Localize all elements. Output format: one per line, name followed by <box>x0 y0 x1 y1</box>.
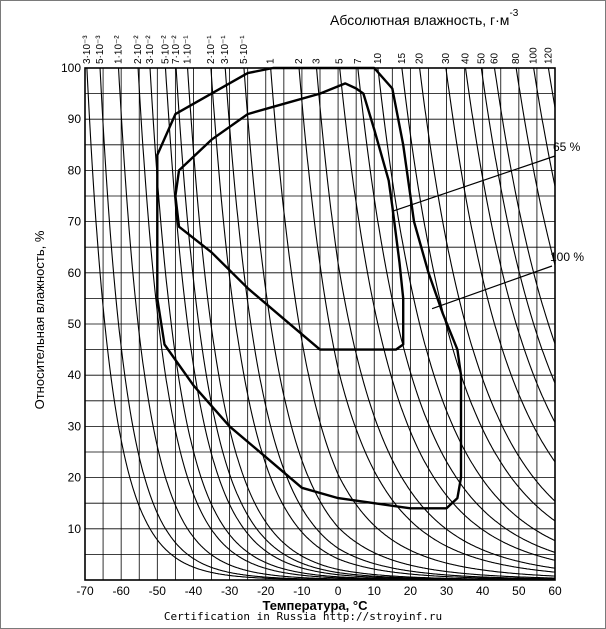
absolute-humidity-line <box>187 68 555 580</box>
absolute-humidity-line <box>419 68 555 502</box>
x-tick-label: 30 <box>440 584 454 598</box>
y-tick-label: 30 <box>68 419 82 433</box>
absolute-humidity-tick-label: 30 <box>441 52 452 64</box>
y-tick-label: 10 <box>68 522 82 536</box>
absolute-humidity-line <box>224 68 555 580</box>
absolute-humidity-line <box>210 68 555 580</box>
x-tick-label: -30 <box>221 584 239 598</box>
x-tick-label: -50 <box>149 584 167 598</box>
absolute-humidity-line <box>357 68 555 553</box>
annotations: 65 % 100 % <box>392 140 584 310</box>
absolute-humidity-line <box>298 68 555 573</box>
absolute-humidity-tick-label: 2·10⁻¹ <box>206 35 217 64</box>
absolute-humidity-tick-label: 5·10⁻² <box>161 35 172 64</box>
annotation-leader-line <box>431 265 553 310</box>
tick-labels: -70 -60 -50 -40 -30 -20 -10 0 10 20 30 40 50 60 10 20 30… <box>61 61 562 598</box>
absolute-humidity-tick-label: 15 <box>397 52 408 64</box>
absolute-humidity-tick-label: 5·10⁻³ <box>95 35 106 64</box>
absolute-humidity-line <box>315 68 555 569</box>
absolute-humidity-tick-label: 120 <box>543 47 554 64</box>
y-tick-label: 70 <box>68 215 82 229</box>
absolute-humidity-tick-label: 7·10⁻² <box>171 35 182 64</box>
annotation-leader-line <box>392 155 556 212</box>
absolute-humidity-tick-label: 1·10⁻¹ <box>183 35 194 64</box>
x-tick-label: 10 <box>368 584 382 598</box>
absolute-humidity-tick-label: 10 <box>373 52 384 64</box>
absolute-humidity-tick-label: 80 <box>511 52 522 64</box>
x-tick-label: 20 <box>404 584 418 598</box>
absolute-humidity-tick-label: 1 <box>266 58 277 64</box>
absolute-humidity-tick-label: 3 <box>312 58 323 64</box>
absolute-humidity-tick-label: 40 <box>461 52 472 64</box>
annotation-label: 100 % <box>550 250 584 264</box>
x-tick-label: 0 <box>335 584 342 598</box>
absolute-humidity-tick-label: 2 <box>294 58 305 64</box>
absolute-humidity-line <box>270 68 555 577</box>
absolute-humidity-tick-label: 5·10⁻¹ <box>239 35 250 64</box>
absolute-humidity-line <box>401 68 555 522</box>
y-tick-label: 60 <box>68 266 82 280</box>
x-tick-label: 50 <box>512 584 526 598</box>
absolute-humidity-line <box>445 68 555 463</box>
x-tick-label: -60 <box>112 584 130 598</box>
absolute-humidity-tick-label: 50 <box>476 52 487 64</box>
absolute-humidity-line <box>480 68 555 384</box>
source-credit: Certification in Russia http://stroyinf.… <box>163 610 443 623</box>
absolute-humidity-line <box>547 68 555 108</box>
x-tick-label: -70 <box>76 584 94 598</box>
absolute-humidity-line <box>515 68 555 266</box>
absolute-humidity-line <box>533 68 555 187</box>
y-tick-label: 50 <box>68 317 82 331</box>
y-tick-label: 90 <box>68 112 82 126</box>
absolute-humidity-line <box>164 68 555 580</box>
series-envelope-100 <box>156 66 463 510</box>
top-axis-label: Абсолютная влажность, г·м-3 <box>330 8 519 28</box>
grid <box>84 67 556 581</box>
absolute-humidity-tick-label: 7 <box>353 58 364 64</box>
y-tick-label: 100 <box>61 61 81 75</box>
absolute-humidity-tick-label: 1·10⁻² <box>114 35 125 64</box>
absolute-humidity-tick-label: 20 <box>415 52 426 64</box>
top-axis-tick-labels: 3·10⁻³ 5·10⁻³ 1·10⁻² 2·10⁻² 3·10⁻² 5·10⁻² 7·10… <box>82 35 554 64</box>
absolute-humidity-line <box>339 68 555 561</box>
absolute-humidity-tick-label: 3·10⁻² <box>145 35 156 64</box>
x-tick-label: 40 <box>476 584 490 598</box>
absolute-humidity-tick-label: 60 <box>490 52 501 64</box>
absolute-humidity-line <box>464 68 555 423</box>
top-axis-label-superscript: -3 <box>509 8 518 19</box>
absolute-humidity-line <box>243 68 555 579</box>
absolute-humidity-tick-label: 5 <box>335 58 346 64</box>
absolute-humidity-line <box>377 68 555 542</box>
y-tick-label: 20 <box>68 471 82 485</box>
absolute-humidity-line <box>493 68 555 344</box>
y-tick-label: 40 <box>68 368 82 382</box>
absolute-humidity-tick-label: 3·10⁻¹ <box>220 35 231 64</box>
x-tick-label: -20 <box>257 584 275 598</box>
absolute-humidity-tick-label: 3·10⁻³ <box>82 35 93 64</box>
y-tick-label: 80 <box>68 163 82 177</box>
x-tick-label: 60 <box>548 584 562 598</box>
y-axis-label: Относительная влажность, % <box>32 230 47 409</box>
absolute-humidity-tick-label: 2·10⁻² <box>133 35 144 64</box>
x-axis-label: Температура, °С <box>263 598 369 613</box>
x-tick-label: -40 <box>185 584 203 598</box>
absolute-humidity-lines <box>86 68 555 580</box>
absolute-humidity-tick-label: 100 <box>529 47 540 64</box>
top-axis-label-text: Абсолютная влажность, г·м <box>330 12 509 28</box>
series-group <box>156 66 463 510</box>
x-tick-label: -10 <box>293 584 311 598</box>
annotation-label: 65 % <box>553 140 581 154</box>
series-envelope-65 <box>174 82 405 351</box>
